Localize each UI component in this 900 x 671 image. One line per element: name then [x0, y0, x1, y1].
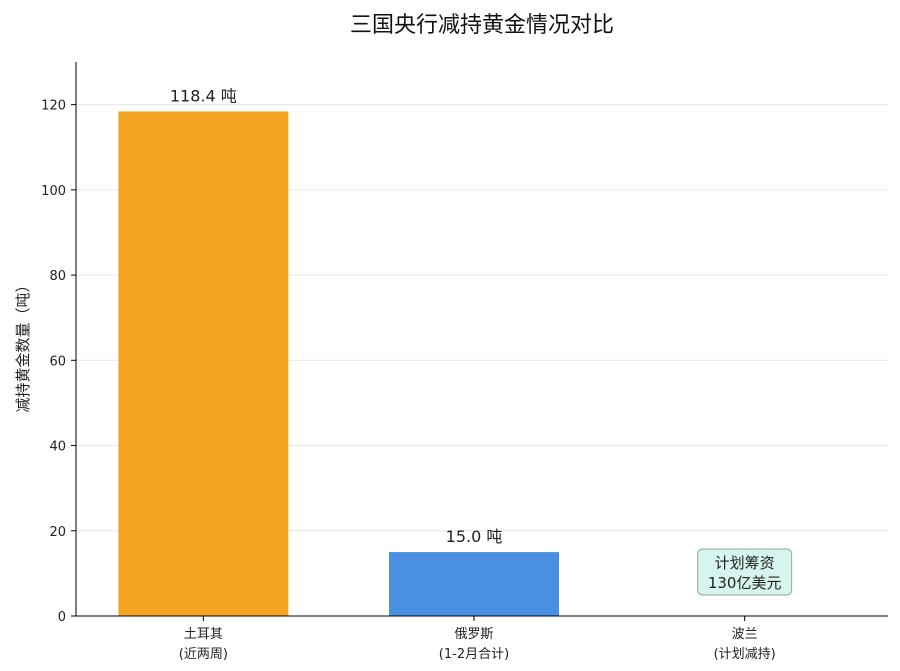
axes: [75, 62, 888, 617]
y-tick-label: 0: [58, 610, 66, 625]
y-tick-label: 120: [41, 99, 66, 114]
annotation: 计划筹资 130亿美元: [697, 548, 793, 596]
y-tick-label: 40: [49, 440, 66, 455]
chart-title: 三国央行减持黄金情况对比: [350, 13, 614, 38]
y-tick-label: 100: [41, 184, 66, 199]
y-tick-label: 20: [49, 525, 66, 540]
x-tick-label: 波兰: [732, 627, 758, 642]
y-tick-label: 80: [49, 269, 66, 284]
bars: [118, 111, 559, 617]
data-label: 118.4 吨: [170, 86, 237, 105]
data-labels: 118.4 吨 15.0 吨: [170, 86, 502, 546]
x-tick-label: 俄罗斯: [454, 627, 493, 642]
x-tick-sublabel: (1-2月合计): [439, 647, 509, 662]
y-tick-label: 60: [49, 354, 66, 369]
annotation-text: 130亿美元: [708, 574, 782, 592]
y-axis-label: 减持黄金数量（吨）: [14, 277, 32, 412]
bar: [389, 552, 559, 616]
x-tick-label: 土耳其: [184, 627, 223, 642]
annotation-text: 计划筹资: [715, 554, 775, 572]
x-categories: 土耳其 (近两周) 俄罗斯 (1-2月合计) 波兰 (计划减持): [179, 616, 776, 662]
y-ticks: 0 20 40 60 80 100 120: [41, 99, 76, 625]
bar: [118, 111, 289, 617]
data-label: 15.0 吨: [446, 527, 503, 546]
annotation-box: [697, 548, 793, 596]
x-tick-sublabel: (计划减持): [714, 647, 776, 662]
x-tick-sublabel: (近两周): [179, 647, 228, 662]
